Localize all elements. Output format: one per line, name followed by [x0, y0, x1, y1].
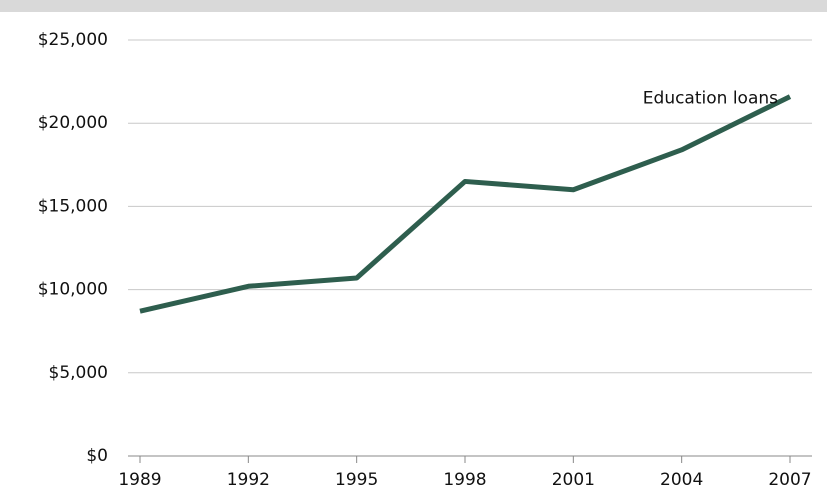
- y-tick-label: $15,000: [38, 196, 108, 216]
- y-tick-label: $20,000: [38, 113, 108, 133]
- x-tick-label: 2007: [768, 470, 811, 490]
- x-tick-label: 1989: [118, 470, 161, 490]
- line: [139, 94, 792, 314]
- x-tick-label: 2001: [552, 470, 595, 490]
- y-tick-label: $5,000: [49, 363, 108, 383]
- top-band: [0, 0, 827, 12]
- y-tick-label: $0: [86, 446, 108, 466]
- x-tick-label: 2004: [660, 470, 703, 490]
- x-tick-label: 1992: [227, 470, 270, 490]
- x-tick-label: 1995: [335, 470, 378, 490]
- series-label: Education loans: [643, 89, 778, 109]
- y-tick-label: $25,000: [38, 30, 108, 50]
- x-tick-label: 1998: [443, 470, 486, 490]
- y-tick-label: $10,000: [38, 280, 108, 300]
